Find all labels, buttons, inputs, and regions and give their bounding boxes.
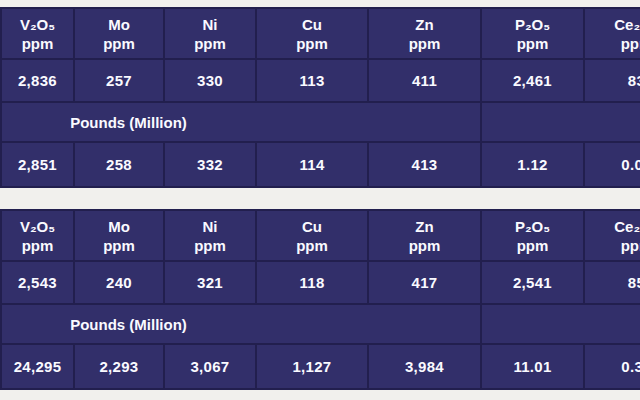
value-cell: 411: [368, 59, 481, 102]
column-formula: P₂O₅: [482, 15, 583, 34]
header-row: V₂O₅ ppm Mo ppm Ni ppm Cu ppm Zn ppm: [1, 8, 640, 59]
value-cell: 0.33: [584, 344, 640, 389]
value-cell: 1.12: [481, 142, 584, 187]
value-cell: 413: [368, 142, 481, 187]
header-cell-v2o5: V₂O₅ ppm: [1, 8, 74, 59]
column-unit: ppm: [257, 34, 367, 53]
value-cell: 114: [256, 142, 368, 187]
section-empty-cell: [481, 102, 640, 142]
header-cell-ni: Ni ppm: [164, 8, 256, 59]
column-formula: Mo: [75, 217, 163, 236]
value-cell: 240: [74, 261, 164, 304]
pounds-values-row: 24,295 2,293 3,067 1,127 3,984 11.01 0.3…: [1, 344, 640, 389]
header-cell-ni: Ni ppm: [164, 210, 256, 261]
value-cell: 2,543: [1, 261, 74, 304]
value-cell: 113: [256, 59, 368, 102]
value-cell: 2,461: [481, 59, 584, 102]
header-cell-p2o5: P₂O₅ ppm: [481, 210, 584, 261]
column-formula: Ce₂O₃: [585, 15, 640, 34]
ppm-values-row: 2,836 257 330 113 411 2,461 83: [1, 59, 640, 102]
value-cell: 24,295: [1, 344, 74, 389]
section-label: Pounds (Million): [2, 114, 255, 131]
column-formula: Zn: [369, 15, 480, 34]
header-cell-mo: Mo ppm: [74, 8, 164, 59]
value-cell: 332: [164, 142, 256, 187]
value-cell: 257: [74, 59, 164, 102]
column-formula: Zn: [369, 217, 480, 236]
value-cell: 3,067: [164, 344, 256, 389]
value-cell: 321: [164, 261, 256, 304]
column-unit: ppm: [2, 236, 73, 255]
value-cell: 2,836: [1, 59, 74, 102]
column-formula: Cu: [257, 15, 367, 34]
page: V₂O₅ ppm Mo ppm Ni ppm Cu ppm Zn ppm: [0, 0, 640, 400]
header-cell-ce2o3: Ce₂O₃ ppm: [584, 210, 640, 261]
column-formula: Ni: [165, 15, 255, 34]
section-label-cell: Pounds (Million): [1, 102, 481, 142]
assay-table-1: V₂O₅ ppm Mo ppm Ni ppm Cu ppm Zn ppm: [0, 7, 640, 188]
column-formula: V₂O₅: [2, 217, 73, 236]
column-formula: V₂O₅: [2, 15, 73, 34]
value-cell: 85: [584, 261, 640, 304]
column-unit: ppm: [165, 236, 255, 255]
column-unit: ppm: [369, 236, 480, 255]
value-cell: 3,984: [368, 344, 481, 389]
header-cell-v2o5: V₂O₅ ppm: [1, 210, 74, 261]
column-formula: Ce₂O₃: [585, 217, 640, 236]
value-cell: 11.01: [481, 344, 584, 389]
section-row: Pounds (Million): [1, 304, 640, 344]
value-cell: 2,851: [1, 142, 74, 187]
value-cell: 417: [368, 261, 481, 304]
column-unit: ppm: [75, 236, 163, 255]
value-cell: 83: [584, 59, 640, 102]
pounds-values-row: 2,851 258 332 114 413 1.12 0.08: [1, 142, 640, 187]
column-unit: ppm: [369, 34, 480, 53]
column-unit: ppm: [585, 34, 640, 53]
header-cell-p2o5: P₂O₅ ppm: [481, 8, 584, 59]
value-cell: 2,541: [481, 261, 584, 304]
value-cell: 0.08: [584, 142, 640, 187]
column-formula: Cu: [257, 217, 367, 236]
column-unit: ppm: [75, 34, 163, 53]
header-cell-mo: Mo ppm: [74, 210, 164, 261]
header-cell-cu: Cu ppm: [256, 8, 368, 59]
header-cell-zn: Zn ppm: [368, 8, 481, 59]
column-unit: ppm: [257, 236, 367, 255]
value-cell: 1,127: [256, 344, 368, 389]
value-cell: 330: [164, 59, 256, 102]
column-formula: Mo: [75, 15, 163, 34]
value-cell: 258: [74, 142, 164, 187]
column-unit: ppm: [2, 34, 73, 53]
column-formula: P₂O₅: [482, 217, 583, 236]
column-unit: ppm: [482, 34, 583, 53]
column-unit: ppm: [165, 34, 255, 53]
header-row: V₂O₅ ppm Mo ppm Ni ppm Cu ppm Zn ppm: [1, 210, 640, 261]
header-cell-ce2o3: Ce₂O₃ ppm: [584, 8, 640, 59]
value-cell: 2,293: [74, 344, 164, 389]
section-row: Pounds (Million): [1, 102, 640, 142]
column-unit: ppm: [585, 236, 640, 255]
section-label-cell: Pounds (Million): [1, 304, 481, 344]
column-unit: ppm: [482, 236, 583, 255]
section-label: Pounds (Million): [2, 316, 255, 333]
header-cell-cu: Cu ppm: [256, 210, 368, 261]
section-empty-cell: [481, 304, 640, 344]
ppm-values-row: 2,543 240 321 118 417 2,541 85: [1, 261, 640, 304]
column-formula: Ni: [165, 217, 255, 236]
value-cell: 118: [256, 261, 368, 304]
header-cell-zn: Zn ppm: [368, 210, 481, 261]
assay-table-2: V₂O₅ ppm Mo ppm Ni ppm Cu ppm Zn ppm: [0, 209, 640, 390]
